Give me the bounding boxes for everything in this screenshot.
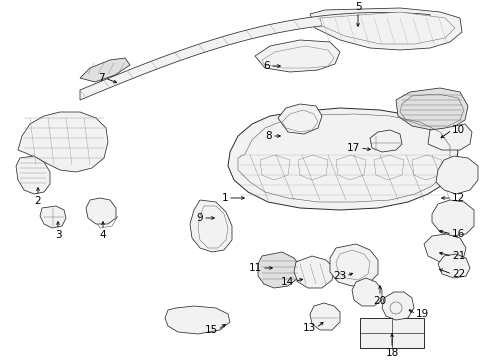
Polygon shape [309, 8, 461, 50]
Text: 17: 17 [346, 143, 359, 153]
FancyBboxPatch shape [359, 318, 423, 348]
Polygon shape [278, 104, 321, 134]
Polygon shape [80, 13, 429, 100]
Polygon shape [329, 244, 377, 286]
Polygon shape [437, 254, 469, 278]
Text: 12: 12 [451, 193, 464, 203]
Polygon shape [423, 234, 465, 262]
Polygon shape [431, 200, 473, 236]
Polygon shape [262, 46, 333, 68]
Polygon shape [80, 58, 130, 82]
Text: 14: 14 [280, 277, 293, 287]
Text: 23: 23 [332, 271, 346, 281]
Text: 3: 3 [55, 230, 61, 240]
Polygon shape [258, 252, 299, 288]
Text: 22: 22 [451, 269, 464, 279]
Polygon shape [164, 306, 229, 334]
Text: 20: 20 [373, 296, 386, 306]
Polygon shape [427, 124, 471, 150]
Text: 6: 6 [263, 61, 269, 71]
Text: 19: 19 [415, 309, 428, 319]
Text: 8: 8 [265, 131, 271, 141]
Polygon shape [309, 303, 339, 330]
Polygon shape [40, 206, 66, 228]
Text: 16: 16 [451, 229, 464, 239]
Text: 21: 21 [451, 251, 464, 261]
Text: 7: 7 [98, 73, 105, 83]
Polygon shape [351, 278, 381, 306]
Polygon shape [369, 130, 401, 152]
Text: 13: 13 [302, 323, 315, 333]
Text: 5: 5 [354, 2, 361, 12]
Text: 18: 18 [385, 348, 398, 358]
Polygon shape [395, 88, 467, 130]
Polygon shape [18, 112, 108, 172]
Polygon shape [435, 156, 477, 194]
Polygon shape [381, 292, 413, 320]
Text: 10: 10 [451, 125, 464, 135]
Polygon shape [293, 256, 333, 288]
Text: 9: 9 [196, 213, 203, 223]
Text: 1: 1 [221, 193, 227, 203]
Polygon shape [16, 156, 50, 194]
Text: 4: 4 [100, 230, 106, 240]
Polygon shape [227, 108, 457, 210]
Text: 11: 11 [248, 263, 262, 273]
Text: 2: 2 [35, 196, 41, 206]
Polygon shape [254, 40, 339, 72]
Text: 15: 15 [204, 325, 218, 335]
Polygon shape [190, 200, 231, 252]
Polygon shape [319, 12, 454, 44]
Polygon shape [86, 198, 116, 224]
